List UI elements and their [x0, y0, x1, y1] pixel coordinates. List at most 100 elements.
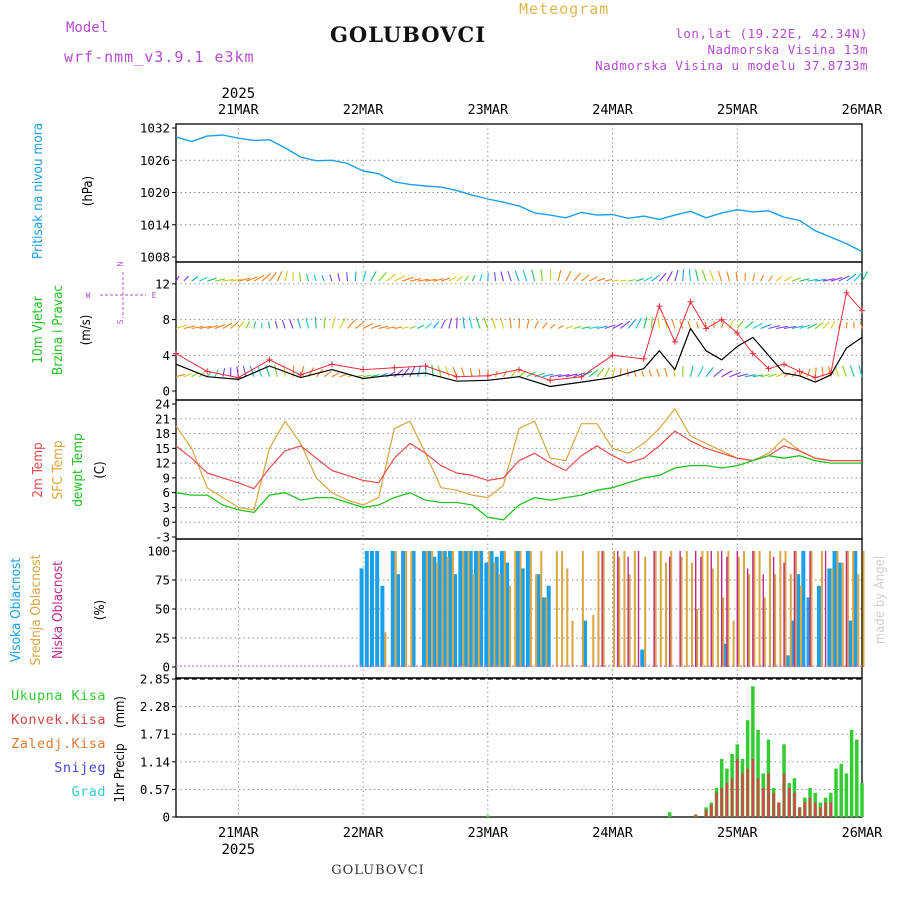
- station-title: GOLUBOVCI: [330, 22, 487, 47]
- cloud-high-bar: [411, 551, 416, 667]
- wind-gust-marker: [734, 329, 741, 336]
- wind-arrow: [701, 269, 707, 282]
- wind-arrow: [635, 317, 643, 329]
- wind-gust-marker: [360, 366, 367, 373]
- cloud-mid-bar: [431, 551, 434, 667]
- temp-ylabel-2m: 2m Temp: [30, 442, 46, 498]
- wind-arrow: [604, 278, 613, 282]
- wind-arrow: [791, 325, 804, 330]
- wind-gust-marker: [687, 298, 694, 305]
- wind-arrow: [417, 324, 425, 329]
- wind-arrow: [534, 320, 539, 329]
- temperature-tick-label: 9: [162, 470, 170, 485]
- wind-arrow: [491, 317, 497, 329]
- wind-arrow: [175, 275, 180, 282]
- wind-ylabel-1: 10m Vjetar: [30, 296, 46, 364]
- cloud-mid-bar: [493, 562, 496, 667]
- wind-arrow: [401, 367, 410, 378]
- wind-gust-marker: [812, 374, 819, 381]
- wind-arrow: [834, 365, 840, 377]
- wind-arrow: [362, 270, 367, 282]
- wind-arrow: [841, 365, 847, 377]
- wind-arrow: [557, 325, 564, 329]
- cloud-high-bar: [546, 585, 551, 667]
- cloud-mid-bar: [477, 551, 480, 667]
- wind-arrow: [460, 367, 465, 377]
- wind-arrow: [502, 370, 508, 377]
- wind-arrow: [222, 322, 233, 329]
- wind-arrow: [456, 275, 463, 282]
- wind-arrow: [269, 271, 277, 282]
- wind-arrow: [313, 274, 317, 282]
- wind-tick-label: 12: [155, 276, 170, 291]
- wind-arrow: [518, 318, 521, 329]
- wind-arrow: [257, 365, 263, 377]
- wind-arrow: [721, 320, 725, 329]
- wind-gust-marker: [328, 361, 335, 368]
- wind-arrow: [222, 278, 234, 282]
- cloud-mid-bar: [467, 551, 470, 667]
- cloud-mid-bar: [535, 574, 538, 667]
- temperature-tick-label: 18: [155, 426, 170, 441]
- wind-arrow: [717, 270, 723, 282]
- cloud-mid-bar: [384, 632, 387, 667]
- wind-arrow: [249, 365, 255, 377]
- wind-arrow: [323, 370, 332, 378]
- top-day-label: 21MAR: [218, 102, 260, 118]
- wind-arrow: [378, 272, 387, 282]
- wind-arrow: [237, 321, 245, 329]
- wind-arrow: [658, 272, 667, 282]
- wind-arrow: [409, 365, 416, 377]
- wind-arrow: [261, 273, 272, 282]
- cloud-low-bar: [746, 568, 749, 667]
- pressure-unit: (hPa): [81, 176, 96, 206]
- cloud-high-bar: [816, 585, 821, 667]
- cloud-mid-bar: [498, 574, 501, 667]
- pressure-tick-label: 1032: [140, 121, 170, 136]
- cloud-high-bar: [785, 655, 790, 667]
- wind-arrow: [768, 325, 781, 330]
- cloud-mid-bar: [633, 551, 636, 667]
- cloud-mid-bar: [841, 562, 844, 667]
- wind-arrow: [296, 318, 302, 329]
- wind-arrow: [500, 317, 504, 329]
- wind-dir-e: E: [152, 291, 157, 300]
- cloud-high-bar: [583, 620, 588, 667]
- wind-arrow: [641, 370, 645, 377]
- cloud-mid-bar: [529, 551, 532, 667]
- cloud-low-bar: [845, 551, 848, 667]
- wind-arrow: [268, 321, 271, 329]
- cloud-high-bar: [525, 551, 530, 667]
- wind-arrow: [783, 276, 792, 282]
- wind-arrow: [253, 274, 265, 282]
- pressure-tick-label: 1020: [140, 185, 170, 200]
- wind-arrow: [339, 317, 346, 329]
- wind-arrow: [531, 269, 536, 282]
- cloud-low-bar: [679, 551, 681, 667]
- cloud-low-bar: [752, 551, 754, 667]
- temperature-tick-label: 0: [162, 515, 170, 530]
- wind-arrow: [760, 374, 770, 378]
- cloud-mid-bar: [394, 551, 397, 667]
- wind-gust-marker: [609, 352, 616, 359]
- wind-arrow: [417, 364, 422, 377]
- wind-dir-w: W: [86, 291, 91, 300]
- cloud-mid-bar: [716, 551, 719, 667]
- wind-arrow: [475, 316, 481, 329]
- cloud-mid-bar: [436, 562, 439, 667]
- wind-arrow: [682, 269, 685, 282]
- cloud-mid-bar: [613, 551, 616, 667]
- precip-conv-bar: [746, 768, 749, 817]
- wind-arrow: [744, 321, 754, 329]
- cloud-low-bar: [637, 551, 640, 667]
- wind-arrow: [657, 317, 660, 329]
- wind-arrow: [768, 373, 777, 378]
- wind-arrow: [509, 317, 512, 329]
- wind-arrow: [432, 321, 440, 329]
- cloud-high-bar: [468, 551, 473, 667]
- wind-arrow: [331, 372, 340, 378]
- cloud-mid-bar: [488, 551, 491, 667]
- wind-arrow: [760, 275, 764, 282]
- wind-arrow: [393, 369, 404, 378]
- precip-conv-bar: [761, 787, 765, 817]
